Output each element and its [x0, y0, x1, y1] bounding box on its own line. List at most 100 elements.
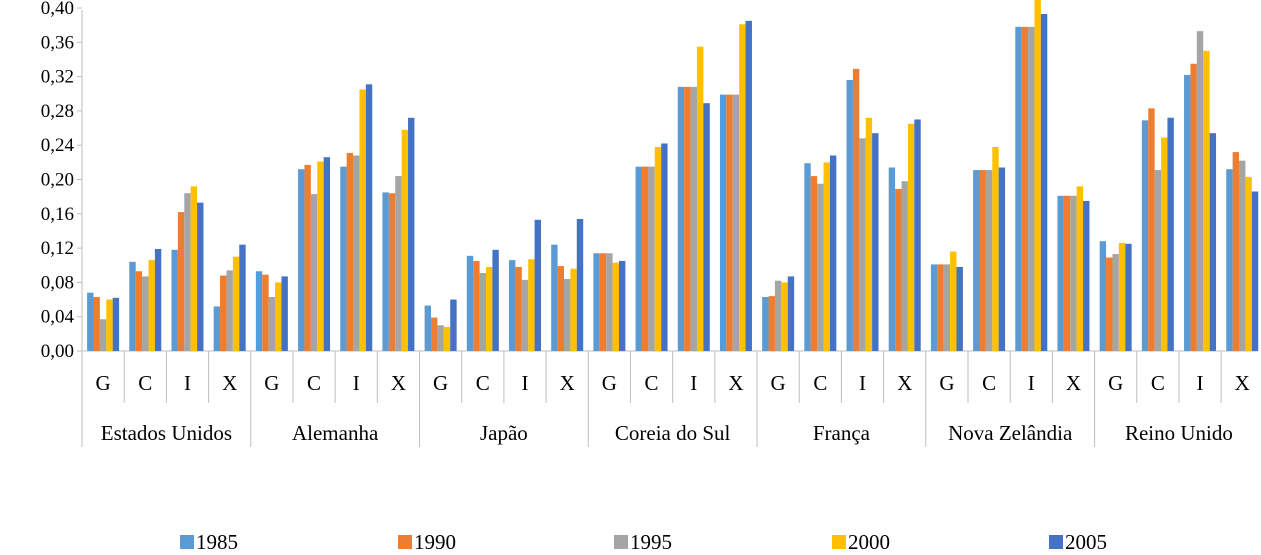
bar-1990-frança-I — [852, 68, 860, 351]
bar-1990-estados-unidos-C — [135, 271, 143, 351]
bar-1995-alemanha-X — [395, 176, 402, 351]
bar-1995-japão-C — [479, 272, 487, 351]
bar-2000-japão-X — [570, 268, 577, 351]
bar-1995-alemanha-G — [268, 296, 276, 351]
bar-1985-estados-unidos-G — [87, 292, 94, 351]
bar-2005-nova-zelândia-G — [956, 266, 963, 351]
legend-label-1990: 1990 — [414, 530, 456, 554]
bar-1995-frança-X — [901, 181, 908, 351]
x-subcategory-label: C — [813, 371, 827, 395]
bar-1985-coreia-do-sul-I — [677, 86, 685, 351]
bar-1985-japão-I — [509, 260, 516, 351]
bar-1985-coreia-do-sul-X — [719, 94, 727, 352]
bar-2005-estados-unidos-X — [239, 244, 246, 351]
bar-2000-japão-C — [486, 266, 493, 351]
bar-2005-japão-G — [450, 299, 457, 351]
bar-1985-estados-unidos-X — [213, 306, 221, 351]
bar-1985-alemanha-C — [298, 169, 305, 351]
bar-1990-coreia-do-sul-G — [599, 253, 607, 351]
bar-1990-frança-X — [895, 188, 902, 351]
bar-2005-coreia-do-sul-X — [745, 20, 752, 352]
bar-2000-reino-unido-I — [1203, 50, 1210, 351]
bar-1985-reino-unido-I — [1184, 74, 1191, 351]
bar-1990-estados-unidos-X — [220, 275, 227, 351]
bar-2005-frança-I — [872, 133, 879, 351]
legend-swatch-2000 — [832, 535, 846, 549]
bar-1995-reino-unido-G — [1112, 254, 1119, 351]
x-subcategory-label: X — [728, 371, 743, 395]
bar-2000-nova-zelândia-G — [950, 251, 957, 351]
bar-2000-frança-X — [907, 123, 915, 351]
x-subcategory-label: G — [1108, 371, 1123, 395]
bar-2005-alemanha-G — [281, 276, 288, 351]
y-tick-label: 0,20 — [41, 170, 74, 191]
x-subcategory-label: I — [859, 371, 866, 395]
x-subcategory-label: G — [264, 371, 279, 395]
bar-2000-coreia-do-sul-G — [612, 262, 619, 351]
bar-2005-frança-C — [829, 155, 837, 351]
x-subcategory-label: X — [560, 371, 575, 395]
bar-2000-frança-G — [781, 282, 788, 351]
legend: 1985 1990 1995 2000 2005 — [180, 530, 1107, 554]
bar-2005-nova-zelândia-C — [998, 167, 1006, 351]
bar-1990-alemanha-X — [388, 193, 396, 351]
bar-1990-reino-unido-X — [1232, 152, 1240, 351]
y-tick-label: 0,28 — [41, 101, 74, 122]
bar-2000-reino-unido-X — [1245, 176, 1252, 351]
bar-2005-japão-C — [492, 249, 499, 351]
bar-2000-japão-G — [443, 326, 451, 351]
bar-1990-japão-I — [515, 266, 522, 351]
bar-1990-nova-zelândia-I — [1021, 26, 1029, 352]
bar-1990-coreia-do-sul-I — [684, 86, 691, 351]
y-tick-label: 0,36 — [41, 32, 74, 53]
bar-2000-nova-zelândia-I — [1034, 0, 1041, 352]
bar-1990-japão-X — [557, 266, 564, 351]
x-subcategory-label: X — [897, 371, 912, 395]
bar-2005-estados-unidos-C — [154, 248, 162, 351]
bar-1985-frança-X — [888, 167, 896, 351]
bar-2000-reino-unido-C — [1161, 137, 1168, 351]
bar-2000-alemanha-X — [401, 129, 409, 351]
bar-2000-nova-zelândia-C — [992, 146, 999, 351]
y-tick-label: 0,12 — [41, 238, 74, 259]
x-subcategory-label: C — [307, 371, 321, 395]
x-subcategory-label: I — [690, 371, 697, 395]
bar-1990-coreia-do-sul-C — [641, 166, 649, 351]
bar-1985-nova-zelândia-I — [1015, 26, 1022, 352]
bar-1995-coreia-do-sul-X — [732, 94, 740, 352]
bar-1990-reino-unido-C — [1148, 108, 1155, 351]
bar-2005-frança-X — [914, 119, 921, 351]
bar-1990-alemanha-G — [262, 274, 269, 351]
bar-1985-frança-G — [762, 296, 769, 351]
bar-1995-reino-unido-X — [1239, 160, 1246, 351]
bar-2000-alemanha-I — [359, 89, 366, 352]
bar-1995-reino-unido-C — [1154, 170, 1162, 351]
bar-2005-alemanha-C — [323, 157, 331, 351]
bar-1985-alemanha-G — [255, 271, 263, 351]
x-subcategory-label: I — [522, 371, 529, 395]
bar-2000-japão-I — [528, 259, 535, 351]
y-tick-label: 0,00 — [41, 341, 74, 362]
x-group-label: Nova Zelândia — [948, 421, 1073, 445]
bar-1995-coreia-do-sul-I — [690, 86, 697, 351]
bar-1985-estados-unidos-C — [129, 261, 136, 351]
bar-2000-alemanha-G — [275, 282, 282, 351]
bar-1985-alemanha-I — [340, 166, 347, 351]
bar-1990-estados-unidos-G — [93, 296, 100, 351]
bar-2000-coreia-do-sul-I — [696, 46, 704, 352]
bar-1990-estados-unidos-I — [177, 212, 185, 351]
bar-2005-japão-X — [576, 218, 584, 351]
bar-1985-coreia-do-sul-C — [635, 166, 642, 351]
bar-1995-nova-zelândia-X — [1070, 195, 1077, 351]
bar-1990-japão-G — [431, 317, 438, 351]
legend-label-2000: 2000 — [848, 530, 890, 554]
x-subcategory-label: X — [391, 371, 406, 395]
bars — [87, 0, 1259, 352]
bar-2005-nova-zelândia-X — [1083, 200, 1090, 351]
x-subcategory-label: C — [1151, 371, 1165, 395]
x-subcategory-label: G — [939, 371, 954, 395]
bar-1995-reino-unido-I — [1196, 31, 1204, 352]
legend-swatch-2005 — [1049, 535, 1063, 549]
bar-2005-reino-unido-X — [1251, 191, 1259, 351]
bar-2005-japão-I — [534, 219, 541, 351]
